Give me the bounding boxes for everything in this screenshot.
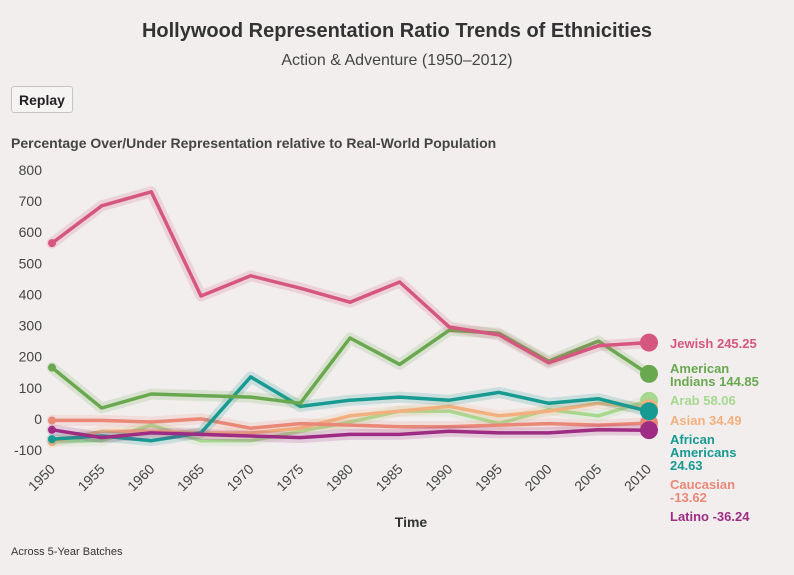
series-line — [50, 428, 650, 440]
x-tick-label: 1950 — [25, 461, 58, 494]
x-tick-label: 2000 — [521, 461, 554, 494]
x-tick-label: 1985 — [372, 461, 405, 494]
y-axis-title: Percentage Over/Under Representation rel… — [11, 135, 497, 151]
series-line — [50, 190, 650, 365]
y-tick-label: 700 — [19, 193, 43, 209]
x-axis-title: Time — [395, 514, 428, 530]
x-tick-label: 1960 — [124, 461, 157, 494]
y-tick-label: 500 — [19, 255, 43, 271]
chart-title: Hollywood Representation Ratio Trends of… — [141, 20, 653, 42]
series-end-label: Caucasian -13.62 — [670, 477, 735, 505]
x-axis: 1950 1955 1960 1965 1970 1975 1980 1985 1990 1995… — [25, 461, 654, 494]
y-tick-label: 600 — [19, 224, 43, 240]
y-tick-label: 0 — [34, 411, 42, 427]
series-end-point[interactable] — [640, 402, 658, 421]
series-start-point — [48, 239, 56, 248]
chart-subtitle: Action & Adventure (1950–2012) — [281, 52, 513, 69]
series-end-point[interactable] — [640, 364, 658, 383]
x-tick-label: 1980 — [323, 461, 356, 494]
series-end-point[interactable] — [640, 333, 658, 352]
y-tick-label: 100 — [19, 380, 43, 396]
y-tick-label: 200 — [19, 349, 43, 365]
y-axis: 800 700 600 500 400 300 200 100 0 -100 — [14, 162, 42, 458]
series-line — [50, 417, 650, 430]
series-end-label: African Americans 24.63 — [670, 432, 736, 473]
x-tick-label: 2005 — [571, 461, 604, 494]
series-start-point — [48, 363, 56, 372]
series-end-label: Arab 58.06 — [670, 393, 736, 408]
replay-button[interactable]: Replay — [11, 86, 73, 113]
x-tick-label: 2010 — [621, 461, 654, 494]
series-end-label: American Indians 144.85 — [670, 361, 759, 389]
x-tick-label: 1955 — [74, 461, 107, 494]
x-tick-label: 1965 — [174, 461, 207, 494]
series-end-label: Latino -36.24 — [670, 509, 750, 524]
y-tick-label: 800 — [19, 162, 43, 178]
x-tick-label: 1990 — [422, 461, 455, 494]
series-lines — [46, 186, 658, 448]
series-start-point — [48, 425, 56, 434]
y-tick-label: -100 — [14, 442, 42, 458]
series-start-point — [48, 416, 56, 425]
series-end-label: Asian 34.49 — [670, 413, 742, 428]
x-tick-label: 1995 — [472, 461, 505, 494]
x-tick-label: 1975 — [273, 461, 306, 494]
y-tick-label: 300 — [19, 318, 43, 334]
series-end-point[interactable] — [640, 421, 658, 440]
series-labels: Arab 58.06 Asian 34.49 Caucasian -13.62 Afri… — [670, 336, 759, 524]
series-line — [50, 375, 650, 443]
series-end-label: Jewish 245.25 — [670, 336, 757, 351]
series-start-point — [48, 435, 56, 444]
x-tick-label: 1970 — [223, 461, 256, 494]
y-tick-label: 400 — [19, 286, 43, 302]
footnote: Across 5-Year Batches — [11, 546, 123, 558]
